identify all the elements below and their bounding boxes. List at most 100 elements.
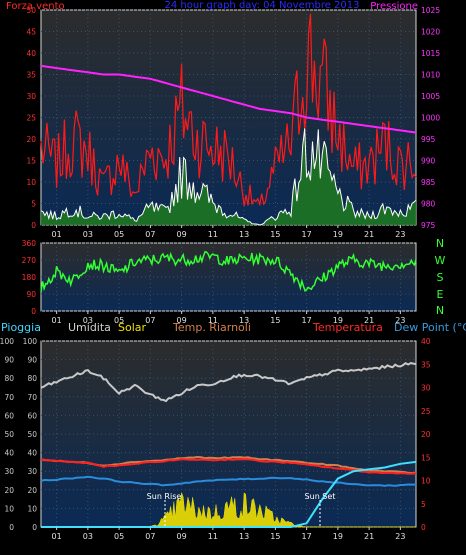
humidity-line	[40, 362, 417, 403]
pressure-axis-tick-label: 990	[421, 157, 436, 166]
pressure-axis-tick-label: 995	[421, 135, 436, 144]
rain-axis-tick-label: 60	[4, 411, 14, 420]
rain-axis-tick-label: 0	[9, 523, 14, 532]
x-tick-label: 03	[83, 316, 93, 325]
pressure-axis-tick-label: 1000	[421, 114, 440, 123]
temperature-axis-tick-label: 20	[421, 430, 431, 439]
pressure-axis-tick-label: 1005	[421, 92, 440, 101]
x-tick-label: 09	[177, 230, 187, 239]
rain-axis-tick-label: 80	[4, 374, 14, 383]
x-tick-label: 05	[114, 532, 124, 541]
humidity-axis-tick-label: 10	[27, 504, 37, 513]
direction-letter-n-2: N	[436, 304, 444, 317]
pressure-axis-tick-label: 1020	[421, 28, 440, 37]
wind-axis-tick-label: 30	[26, 92, 36, 101]
x-tick-label: 09	[177, 316, 187, 325]
x-tick-label: 19	[333, 316, 343, 325]
x-tick-label: 17	[302, 532, 312, 541]
rain-axis-tick-label: 90	[4, 356, 14, 365]
x-tick-label: 23	[395, 316, 405, 325]
rain-axis-tick-label: 50	[4, 430, 14, 439]
pressure-line	[40, 64, 417, 134]
wind-average-line	[40, 128, 417, 226]
direction-axis-tick-label: 180	[22, 273, 37, 282]
direction-letter-s: S	[437, 271, 444, 284]
x-tick-label: 11	[208, 532, 218, 541]
x-tick-label: 23	[395, 230, 405, 239]
rain-axis-tick-label: 100	[0, 337, 14, 346]
rain-axis-tick-label: 70	[4, 393, 14, 402]
grid-layer	[41, 9, 416, 528]
x-tick-label: 03	[83, 532, 93, 541]
wind-axis-tick-label: 10	[26, 178, 36, 187]
wind-axis-tick-label: 5	[31, 200, 36, 209]
humidity-axis-tick-label: 40	[27, 449, 37, 458]
x-tick-label: 13	[239, 532, 249, 541]
direction-letter-n: N	[436, 237, 444, 250]
x-tick-label: 03	[83, 230, 93, 239]
x-tick-label: 11	[208, 316, 218, 325]
wind-gust-line	[40, 13, 417, 207]
wind-direction-line	[40, 250, 417, 292]
temperature-axis-tick-label: 25	[421, 407, 431, 416]
x-tick-label: 23	[395, 532, 405, 541]
wind-axis-tick-label: 45	[26, 28, 36, 37]
legend-dew-point: Dew Point (°C)	[394, 321, 466, 334]
x-tick-label: 15	[270, 230, 280, 239]
x-tick-label: 17	[302, 316, 312, 325]
x-tick-label: 21	[364, 316, 374, 325]
legend-solar: Solar	[118, 321, 147, 334]
x-tick-label: 01	[52, 230, 62, 239]
direction-axis-tick-label: 270	[22, 256, 37, 265]
dew-point-line	[40, 475, 417, 487]
temperature-axis-tick-label: 15	[421, 453, 431, 462]
wind-axis-tick-label: 0	[31, 221, 36, 230]
rain-axis-tick-label: 20	[4, 486, 14, 495]
humidity-axis-tick-label: 80	[27, 374, 37, 383]
wind-speed-label: Forza vento	[6, 1, 65, 12]
pressure-axis-tick-label: 985	[421, 178, 436, 187]
x-tick-label: 11	[208, 230, 218, 239]
direction-letter-e: E	[437, 288, 444, 301]
wind-axis-tick-label: 25	[26, 114, 36, 123]
chart-title: 24 hour graph day: 04 Novembre 2013	[165, 0, 360, 11]
x-tick-label: 15	[270, 316, 280, 325]
wind-average-fill	[41, 128, 416, 225]
temperature-axis-tick-label: 35	[421, 360, 431, 369]
x-tick-label: 09	[177, 532, 187, 541]
rain-line	[41, 460, 417, 528]
wind-axis-tick-label: 40	[26, 49, 36, 58]
x-tick-label: 07	[145, 532, 155, 541]
pressure-axis-tick-label: 1010	[421, 71, 440, 80]
x-tick-label: 05	[114, 316, 124, 325]
pressure-axis-tick-label: 980	[421, 200, 436, 209]
x-tick-label: 13	[239, 230, 249, 239]
x-tick-label: 07	[145, 230, 155, 239]
x-tick-label: 07	[145, 316, 155, 325]
direction-axis-tick-label: 360	[22, 239, 37, 248]
humidity-axis-tick-label: 20	[27, 486, 37, 495]
direction-axis-tick-label: 90	[26, 290, 36, 299]
temperature-axis-tick-label: 0	[421, 523, 426, 532]
pressure-axis-tick-label: 1025	[421, 6, 440, 15]
wind-axis-tick-label: 50	[26, 6, 36, 15]
x-tick-label: 17	[302, 230, 312, 239]
legend-rain: Pioggia	[1, 321, 41, 334]
pressure-axis-tick-label: 975	[421, 221, 436, 230]
humidity-axis-tick-label: 0	[32, 523, 37, 532]
wind-axis-tick-label: 35	[26, 71, 36, 80]
legend-feels-like: Temp. Riarnoli	[172, 321, 251, 334]
legend-humidity: Umidita	[68, 321, 111, 334]
x-tick-label: 21	[364, 532, 374, 541]
legend-temperature: Temperatura	[312, 321, 383, 334]
humidity-axis-tick-label: 60	[27, 411, 37, 420]
pressure-axis-tick-label: 1015	[421, 49, 440, 58]
temperature-axis-tick-label: 40	[421, 337, 431, 346]
x-tick-label: 21	[364, 230, 374, 239]
x-tick-label: 15	[270, 532, 280, 541]
x-tick-label: 01	[52, 316, 62, 325]
x-tick-label: 19	[333, 230, 343, 239]
